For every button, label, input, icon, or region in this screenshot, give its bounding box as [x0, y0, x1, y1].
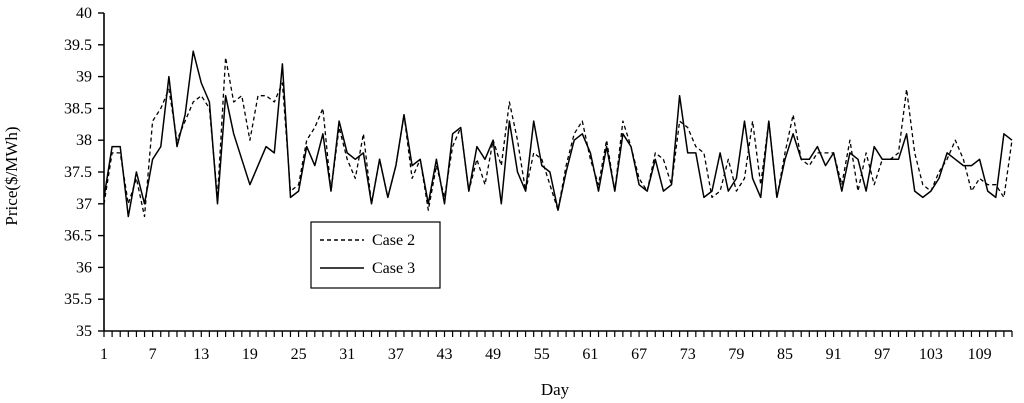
y-tick-label: 39.5 — [64, 37, 92, 54]
legend-label: Case 2 — [372, 232, 415, 249]
y-tick-label: 38.5 — [64, 100, 92, 117]
x-tick-label: 55 — [534, 346, 550, 363]
y-axis-title: Price($/MWh) — [2, 126, 21, 225]
x-tick-label: 85 — [777, 346, 793, 363]
y-tick-label: 37.5 — [64, 164, 92, 181]
x-axis-title: Day — [541, 380, 570, 399]
x-tick-label: 109 — [968, 346, 992, 363]
x-tick-label: 7 — [149, 346, 157, 363]
x-tick-label: 91 — [826, 346, 842, 363]
legend-box — [310, 221, 441, 289]
x-tick-label: 61 — [582, 346, 598, 363]
x-tick-label: 43 — [437, 346, 453, 363]
x-tick-label: 97 — [874, 346, 890, 363]
series-layer — [103, 50, 1013, 218]
x-tick-label: 73 — [680, 346, 696, 363]
y-tick-label: 36 — [76, 259, 92, 276]
x-axis-ticks: 1 7 13 19 25 31 37 43 49 55 61 67 73 79 85 91 97 103 109 — [100, 331, 1013, 363]
y-axis-ticks: 35 35.5 36 36.5 37 37.5 38 38.5 39 39.5 40 — [64, 5, 104, 340]
x-tick-label: 1 — [100, 346, 108, 363]
legend-label: Case 3 — [372, 260, 415, 277]
x-tick-label: 31 — [339, 346, 355, 363]
x-tick-label: 19 — [242, 346, 258, 363]
y-tick-label: 37 — [76, 196, 92, 213]
series-line-case-3 — [103, 50, 1013, 218]
x-tick-label: 103 — [919, 346, 943, 363]
y-tick-label: 35 — [76, 323, 92, 340]
series-line-case-2 — [103, 56, 1013, 218]
x-tick-label: 79 — [728, 346, 744, 363]
x-tick-label: 37 — [388, 346, 404, 363]
y-tick-label: 38 — [76, 132, 92, 149]
y-tick-label: 35.5 — [64, 291, 92, 308]
y-tick-label: 39 — [76, 69, 92, 86]
x-tick-label: 25 — [291, 346, 307, 363]
y-tick-label: 40 — [76, 5, 92, 22]
x-tick-label: 49 — [485, 346, 501, 363]
y-tick-label: 36.5 — [64, 228, 92, 245]
x-tick-label: 13 — [193, 346, 209, 363]
x-tick-label: 67 — [631, 346, 647, 363]
legend: Case 2 Case 3 — [310, 221, 441, 289]
